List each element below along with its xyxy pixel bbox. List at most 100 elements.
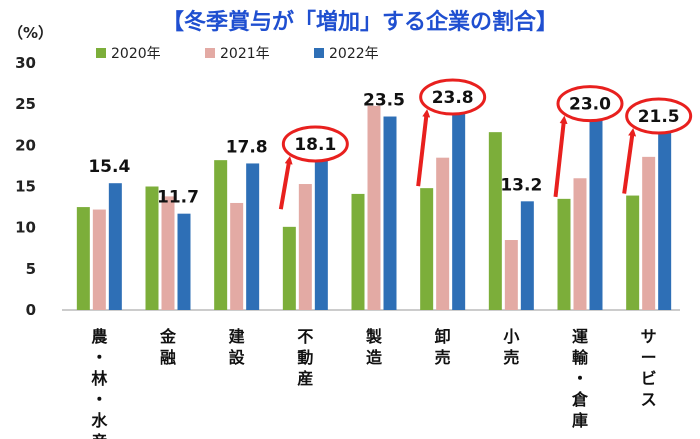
category-char: ・: [91, 348, 107, 367]
bar-2022年: [452, 114, 466, 311]
data-label: 15.4: [88, 157, 130, 177]
category-label: 不動産: [297, 327, 313, 388]
category-char: 林: [91, 369, 107, 388]
bar-2022年: [177, 213, 191, 310]
highlight-circle: [419, 78, 487, 116]
data-label: 23.8: [432, 88, 474, 108]
highlight-arrow: [416, 109, 431, 187]
category-char: 融: [160, 348, 176, 367]
data-labels: 15.4 11.7 17.8 18.1 23.5 23.8 13.2 23.0 21.5: [88, 88, 679, 208]
highlight-arrow: [553, 115, 568, 198]
category-char: ス: [641, 390, 657, 409]
y-tick-label: 5: [26, 260, 36, 278]
bars: [76, 105, 672, 311]
highlight-arrow: [278, 156, 293, 210]
category-char: 設: [229, 348, 246, 367]
highlight-arrow: [622, 128, 637, 194]
legend-swatch: [314, 48, 324, 58]
bar-2020年: [214, 160, 228, 310]
category-label: 運輸・倉庫: [571, 327, 589, 430]
category-char: ・: [91, 390, 107, 409]
bar-2021年: [436, 157, 450, 310]
category-char: サ: [641, 327, 657, 346]
highlight-circle: [625, 97, 693, 135]
category-char: ビ: [641, 369, 657, 388]
bar-2022年: [314, 160, 328, 310]
category-label: 小売: [503, 327, 519, 367]
bar-2021年: [504, 240, 518, 310]
category-char: ・: [572, 369, 588, 388]
data-label: 23.5: [363, 91, 405, 111]
category-char: 小: [503, 327, 519, 346]
category-char: 庫: [572, 411, 588, 430]
data-label: 11.7: [157, 188, 199, 208]
data-label: 23.0: [569, 95, 611, 115]
bar-2020年: [420, 188, 434, 310]
bar-2020年: [145, 186, 159, 310]
highlight-circle: [281, 125, 349, 163]
category-char: 製: [365, 327, 382, 346]
bar-2020年: [488, 132, 502, 310]
category-char: 輸: [572, 348, 589, 367]
legend-swatch: [205, 48, 215, 58]
category-char: 水: [91, 411, 108, 430]
bar-2022年: [383, 116, 397, 311]
category-char: 建: [229, 327, 245, 346]
highlights: [278, 78, 693, 210]
bar-2021年: [161, 196, 175, 310]
bar-2022年: [246, 163, 260, 310]
category-label: 建設: [229, 327, 246, 367]
category-char: 産: [91, 432, 107, 439]
bar-2021年: [367, 105, 381, 311]
legend-label: 2020年: [111, 46, 161, 62]
bar-2022年: [589, 120, 603, 310]
category-char: 売: [503, 348, 519, 367]
bar-2021年: [230, 202, 244, 310]
category-char: 産: [297, 369, 313, 388]
bar-2020年: [282, 226, 296, 310]
bar-2020年: [626, 195, 640, 310]
legend-label: 2021年: [220, 46, 270, 62]
chart-title: 【冬季賞与が「増加」する企業の割合】: [162, 9, 558, 35]
bar-2021年: [573, 178, 587, 310]
bar-2021年: [298, 184, 312, 310]
category-char: 金: [159, 327, 177, 346]
category-label: 卸売: [435, 327, 451, 367]
y-tick-label: 0: [26, 301, 36, 319]
legend-label: 2022年: [329, 46, 379, 62]
category-char: 卸: [435, 327, 451, 346]
y-tick-label: 30: [15, 54, 36, 72]
highlight-circle: [556, 85, 624, 123]
y-tick-label: 20: [15, 136, 36, 154]
bar-2020年: [557, 198, 571, 310]
category-char: 動: [297, 348, 313, 367]
data-label: 21.5: [638, 107, 680, 127]
y-tick-label: 15: [15, 178, 36, 196]
bar-2022年: [658, 132, 672, 310]
category-char: 倉: [571, 390, 589, 409]
category-char: 造: [366, 348, 383, 367]
category-label: 農・林・水産: [91, 327, 108, 439]
bar-2020年: [351, 193, 365, 310]
bar-2020年: [76, 207, 90, 310]
y-axis-unit: （%）: [8, 24, 53, 42]
bar-2021年: [92, 209, 106, 310]
bar-2021年: [642, 156, 656, 310]
category-char: ー: [641, 348, 657, 367]
category-char: 運: [572, 327, 588, 346]
bar-2022年: [108, 183, 122, 310]
legend-swatch: [96, 48, 106, 58]
legend: 2020年 2021年 2022年: [96, 46, 379, 62]
category-char: 農: [91, 327, 108, 346]
bar-2022年: [520, 201, 534, 310]
category-char: 不: [297, 327, 313, 346]
category-label: 製造: [365, 327, 383, 367]
data-label: 18.1: [294, 135, 336, 155]
category-label: 金融: [159, 327, 177, 367]
y-tick-label: 25: [15, 95, 36, 113]
category-char: 売: [435, 348, 451, 367]
data-label: 17.8: [226, 137, 268, 157]
